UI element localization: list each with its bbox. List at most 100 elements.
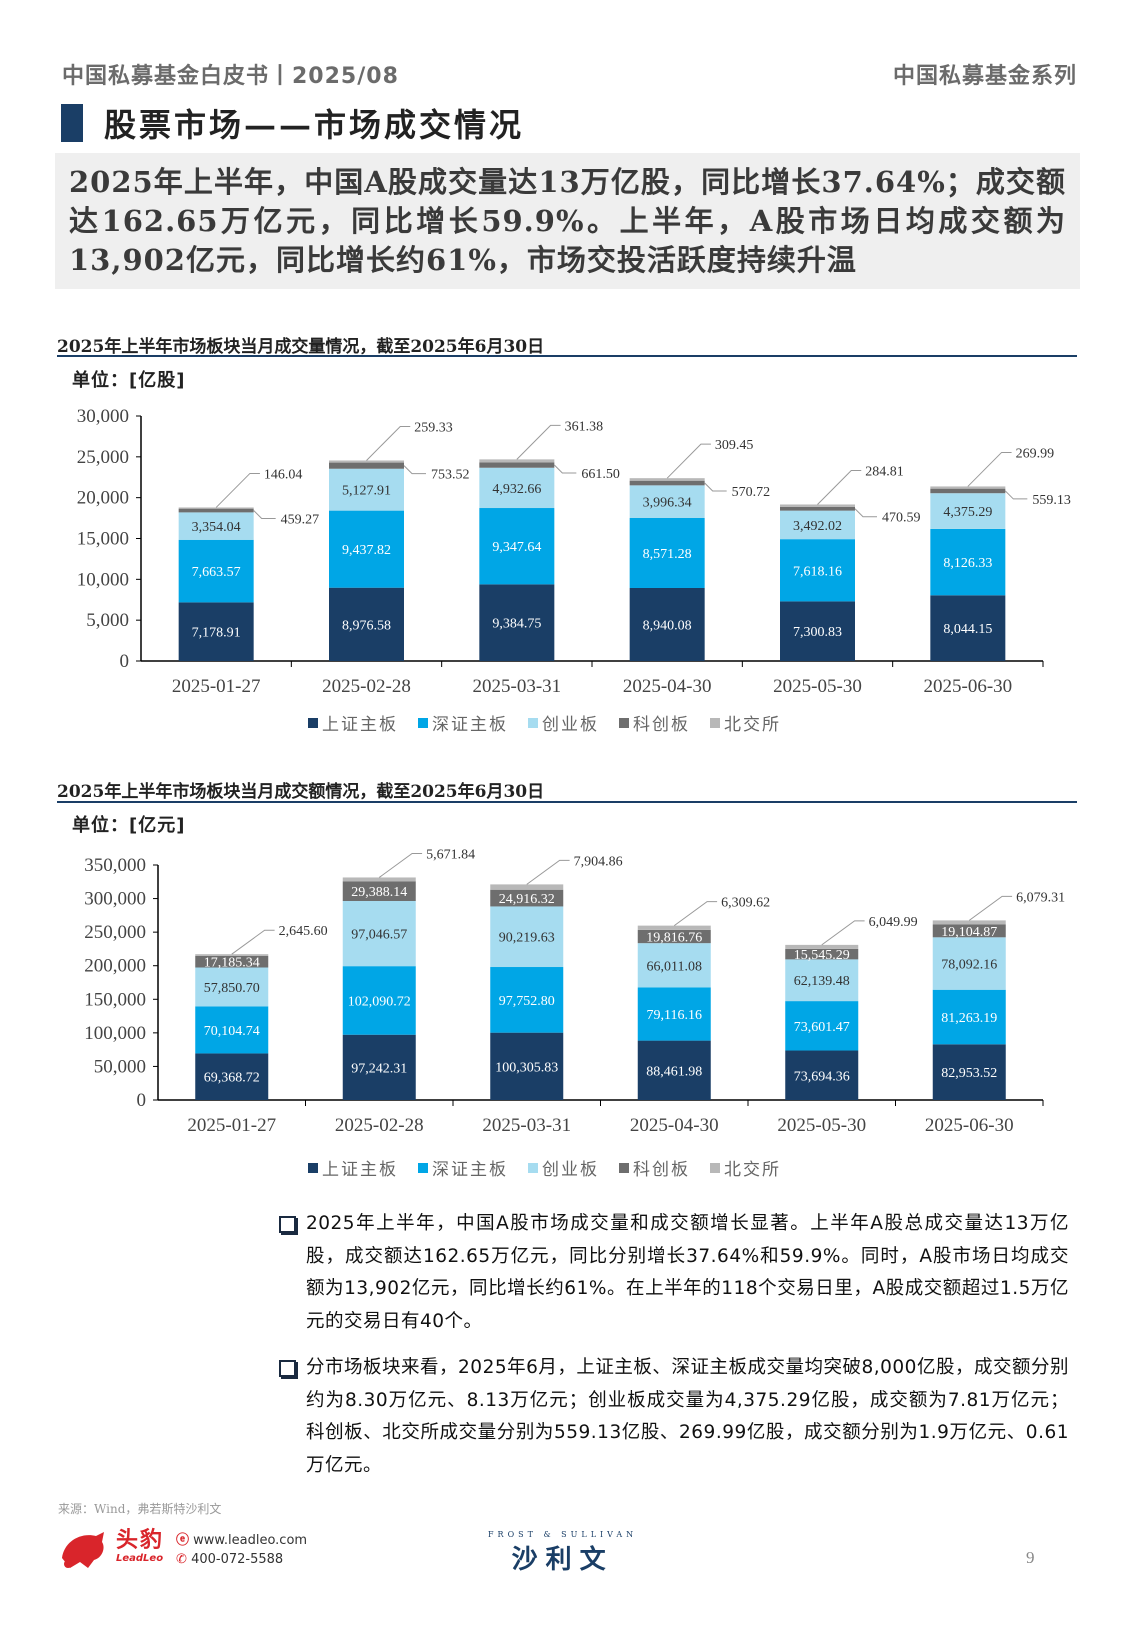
bar-segment-北交所: [932, 920, 1006, 925]
bar-segment-北交所: [178, 507, 254, 509]
bar-segment-北交所: [479, 459, 555, 463]
leader-line: [253, 510, 276, 520]
data-label: 9,347.64: [492, 540, 541, 555]
chart2-unit: 单位：[亿元]: [72, 815, 186, 836]
bar-segment-深证主板: [932, 989, 1006, 1045]
bar-segment-创业板: [195, 967, 269, 1007]
bar-segment-创业板: [637, 943, 711, 988]
title-marker: [61, 104, 83, 142]
bar-segment-深证主板: [195, 1006, 269, 1054]
data-label: 82,953.52: [941, 1066, 997, 1081]
bar-segment-创业板: [780, 510, 855, 540]
data-label: 3,354.04: [192, 520, 241, 535]
bar-segment-科创板: [342, 881, 416, 902]
chart1-volume: 0 5,000 10,000 15,000 20,000 25,000 30,000 2025…: [77, 406, 1071, 697]
legend-swatch: [528, 1162, 538, 1173]
data-label: 90,219.63: [499, 931, 555, 946]
x-tick-label: 2025-04-30: [630, 1115, 719, 1136]
bar-segment-深证主板: [329, 510, 404, 588]
x-tick-label: 2025-01-27: [187, 1115, 276, 1136]
bar-segment-创业板: [785, 959, 859, 1002]
data-label: 73,601.47: [794, 1020, 850, 1035]
bar-segment-创业板: [930, 493, 1006, 529]
data-label: 19,104.87: [941, 925, 997, 940]
legend-label: 深证主板: [432, 1160, 508, 1180]
data-label: 79,116.16: [647, 1008, 702, 1023]
legend-item: 深证主板: [418, 1155, 508, 1180]
leopard-logo-icon: [62, 1532, 104, 1568]
bar-segment-深证主板: [637, 987, 711, 1041]
bar-segment-北交所: [930, 486, 1006, 489]
page-title: 股票市场——市场成交情况: [104, 106, 525, 144]
data-label: 88,461.98: [646, 1064, 702, 1079]
leader-line: [403, 465, 426, 475]
bar-segment-上证主板: [490, 1032, 564, 1100]
website-link[interactable]: www.leadleo.com: [193, 1533, 308, 1548]
x-tick-label: 2025-05-30: [777, 1115, 866, 1136]
report-header-left: 中国私募基金白皮书丨2025/08: [62, 64, 399, 89]
data-label: 97,046.57: [351, 928, 407, 943]
bar-segment-科创板: [785, 948, 859, 960]
bar-segment-北交所: [342, 877, 416, 882]
leader-line: [1004, 490, 1028, 500]
bar-segment-科创板: [329, 462, 404, 469]
leader-line: [516, 424, 561, 460]
data-label: 5,127.91: [342, 484, 391, 499]
data-label: 66,011.08: [647, 959, 702, 974]
bar-segment-北交所: [629, 478, 705, 481]
legend-item: 创业板: [528, 710, 599, 735]
leader-line: [526, 859, 570, 885]
data-label: 81,263.19: [941, 1011, 997, 1026]
bar-segment-上证主板: [195, 1053, 269, 1100]
y-tick-label: 30,000: [77, 406, 129, 427]
legend-item: 上证主板: [308, 1155, 398, 1180]
checkbox-bullet-icon: [279, 1360, 296, 1377]
data-label: 8,044.15: [943, 622, 992, 637]
bar-segment-深证主板: [780, 539, 855, 602]
y-tick-label: 100,000: [84, 1023, 146, 1044]
legend-label: 科创板: [633, 715, 690, 735]
data-label: 259.33: [414, 420, 453, 435]
legend-label: 北交所: [724, 715, 781, 735]
legend-item: 北交所: [710, 710, 781, 735]
bar-segment-科创板: [932, 924, 1006, 938]
data-label: 29,388.14: [351, 885, 407, 900]
bar-segment-深证主板: [490, 967, 564, 1033]
data-label: 8,571.28: [643, 547, 692, 562]
phone-icon: ✆: [176, 1552, 187, 1567]
legend-label: 科创板: [633, 1160, 690, 1180]
leader-line: [821, 920, 865, 946]
legend-label: 深证主板: [432, 715, 508, 735]
data-label: 7,300.83: [793, 625, 842, 640]
bar-segment-科创板: [629, 480, 705, 486]
y-tick-label: 5,000: [86, 610, 129, 631]
data-label: 5,671.84: [426, 847, 475, 862]
legend-label: 上证主板: [322, 1160, 398, 1180]
bar-segment-北交所: [637, 925, 711, 930]
data-label: 559.13: [1032, 493, 1071, 508]
y-tick-label: 250,000: [84, 922, 146, 943]
x-tick-label: 2025-06-30: [925, 1115, 1014, 1136]
bar-segment-创业板: [329, 468, 404, 511]
data-label: 17,185.34: [204, 956, 260, 971]
phone-number: 400-072-5588: [191, 1552, 284, 1567]
data-label: 62,139.48: [794, 974, 850, 989]
bar-segment-上证主板: [932, 1044, 1006, 1100]
bar-segment-科创板: [479, 462, 555, 468]
bar-segment-北交所: [780, 504, 855, 507]
leader-line: [967, 451, 1012, 487]
data-label: 8,126.33: [943, 556, 992, 571]
legend-swatch: [710, 717, 720, 728]
data-label: 7,618.16: [793, 564, 842, 579]
data-label: 6,309.62: [721, 896, 770, 911]
bar-segment-上证主板: [629, 587, 705, 661]
bar-segment-科创板: [780, 506, 855, 511]
data-label: 78,092.16: [941, 958, 997, 973]
data-label: 97,242.31: [351, 1061, 407, 1076]
source-note: 来源：Wind，弗若斯特沙利文: [58, 1502, 222, 1516]
bar-segment-北交所: [490, 884, 564, 890]
data-label: 459.27: [281, 513, 320, 528]
data-label: 7,904.86: [574, 854, 623, 869]
legend-item: 深证主板: [418, 710, 508, 735]
bullet-2: 分市场板块来看，2025年6月，上证主板、深证主板成交量均突破8,000亿股，成…: [279, 1352, 1069, 1482]
